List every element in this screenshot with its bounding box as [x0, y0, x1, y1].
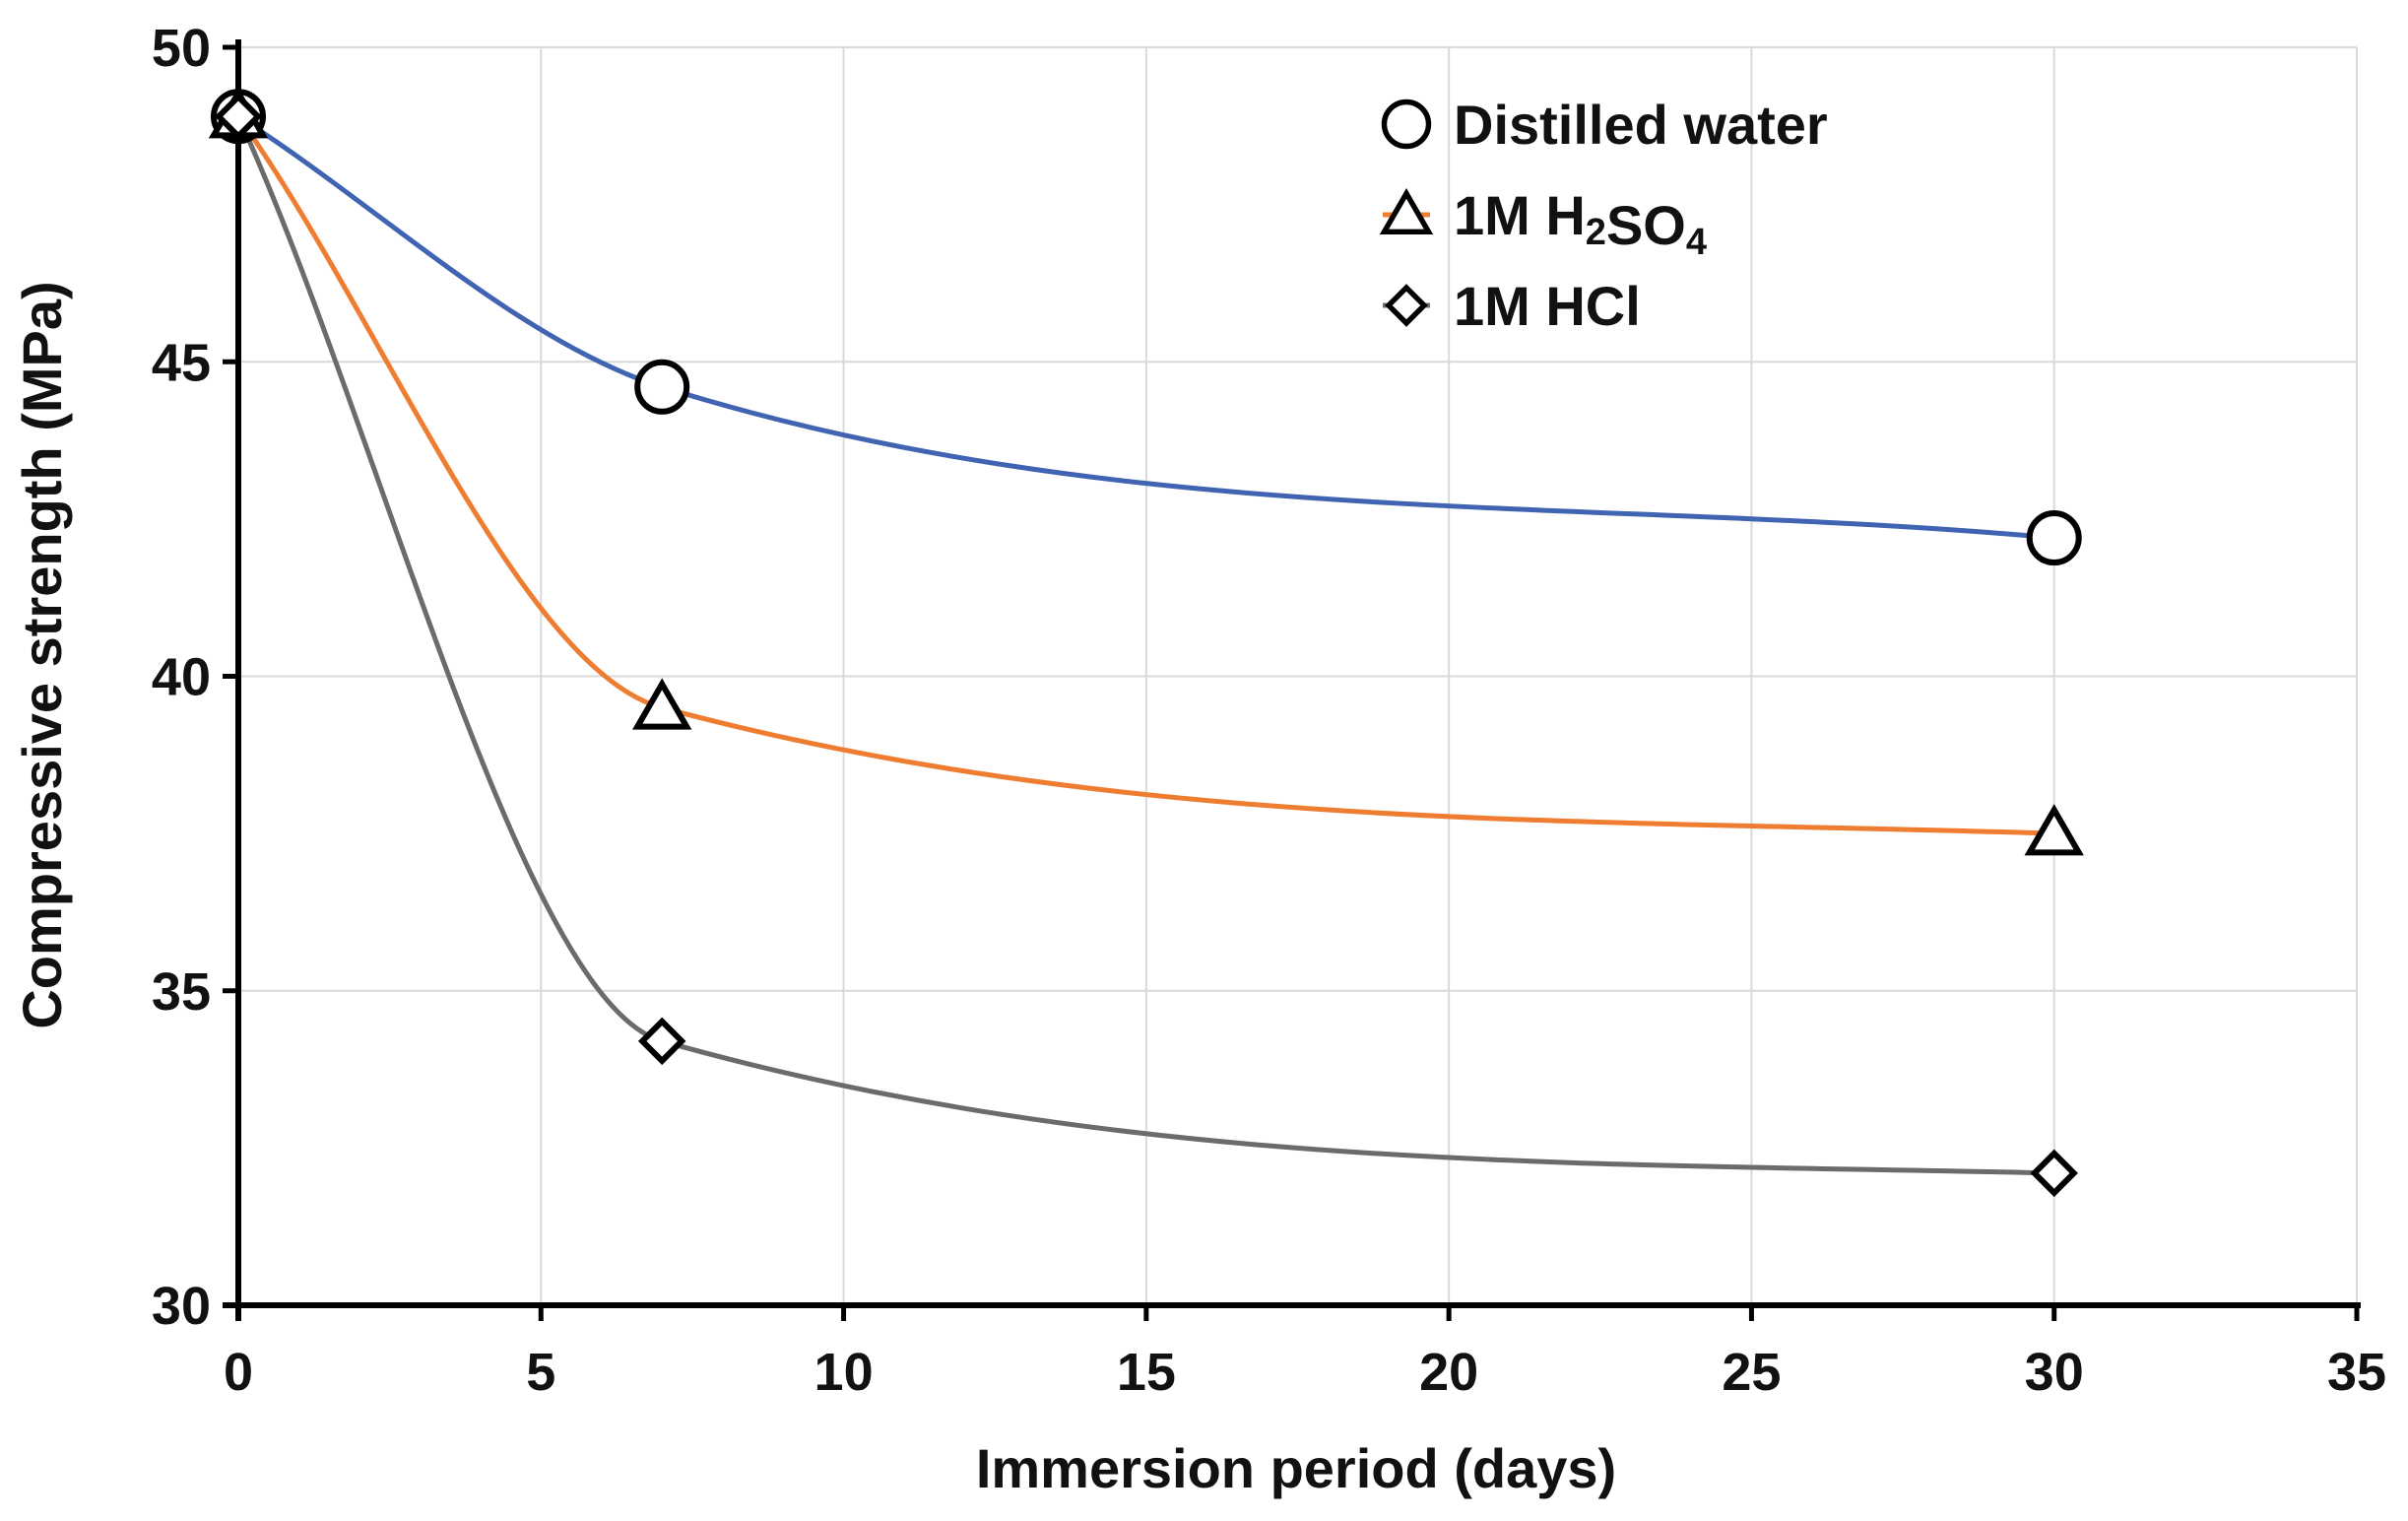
series-line-2 [235, 115, 2054, 1176]
legend: Distilled water 1M H2SO4 1M HCl [1379, 94, 1828, 337]
series-line-1 [235, 114, 2054, 836]
series-line-0 [236, 114, 2054, 541]
legend-marker-triangle [1379, 188, 1434, 234]
axes: 0 5 10 15 20 25 30 35 30 35 40 45 50 [152, 19, 2386, 1402]
x-tick-label: 15 [1117, 1343, 1176, 1402]
series-markers [208, 87, 2084, 1198]
grid [238, 46, 2358, 1305]
y-tick-label: 45 [152, 333, 211, 392]
legend-marker-circle [1381, 99, 1432, 150]
legend-marker-diamond [1385, 284, 1428, 327]
legend-label: 1M HCl [1454, 275, 1641, 337]
data-point-diamond [2030, 1149, 2078, 1198]
legend-label-part: 1M H [1454, 184, 1586, 246]
legend-label: 1M H2SO4 [1454, 184, 1707, 263]
y-tick-label: 30 [152, 1277, 211, 1336]
data-point-triangle [631, 678, 692, 730]
y-tick-label: 40 [152, 648, 211, 707]
legend-label-part: Distilled water [1454, 94, 1828, 156]
series-lines [235, 114, 2054, 1176]
x-tick-label: 35 [2327, 1343, 2386, 1402]
x-tick-label: 25 [1722, 1343, 1781, 1402]
data-point-triangle [2024, 804, 2084, 856]
x-tick-label: 0 [224, 1343, 253, 1402]
x-tick-label: 20 [1419, 1343, 1478, 1402]
legend-label-subscript: 2 [1586, 212, 1606, 253]
data-point-circle [2026, 510, 2082, 566]
x-tick-label: 10 [814, 1343, 874, 1402]
data-point-diamond [214, 92, 263, 141]
data-point-diamond [637, 1017, 686, 1066]
legend-label-part: SO [1606, 194, 1686, 256]
y-tick-label: 35 [152, 962, 211, 1022]
legend-label-part: 1M HCl [1454, 275, 1641, 337]
legend-label: Distilled water [1454, 94, 1828, 156]
x-tick-label: 5 [526, 1343, 555, 1402]
x-axis-title: Immersion period (days) [976, 1437, 1616, 1499]
data-point-circle [634, 359, 690, 415]
y-axis-title: Compressive strength (MPa) [11, 281, 73, 1028]
y-tick-label: 50 [152, 19, 211, 78]
x-tick-label: 30 [2025, 1343, 2084, 1402]
legend-label-subscript: 4 [1686, 222, 1707, 263]
